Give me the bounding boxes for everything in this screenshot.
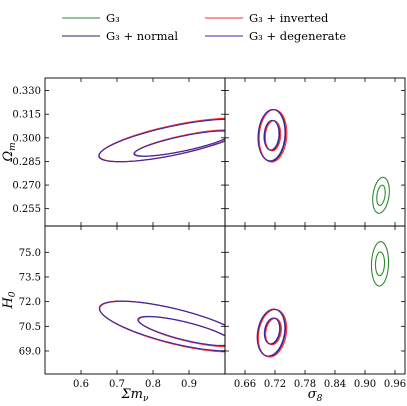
legend-label: G₃ — [106, 11, 120, 25]
x-tick-label: 0.9 — [181, 379, 197, 390]
contour-g-normal — [137, 316, 225, 347]
contour-g-inverted — [265, 317, 282, 346]
x-axis-label-sigma8-main: σ — [308, 387, 318, 402]
y-tick-label: 0.315 — [12, 110, 41, 121]
y-axis-label-omega-m-sub: m — [8, 142, 18, 151]
y-tick-label: 70.5 — [19, 322, 41, 333]
panel-omega-m-vs-sum-mnu: 0.330 0.315 0.300 0.285 0.270 0.255 — [12, 77, 226, 227]
contour-g-inverted — [138, 316, 225, 347]
legend-label: G₃ + normal — [106, 29, 178, 43]
x-tick-label: 0.6 — [73, 379, 89, 390]
y-tick-label: 69.0 — [19, 346, 41, 357]
x-axis-label-sigma8-sub: 8 — [317, 394, 323, 404]
x-axis-label-sum-mnu-sub: ν — [143, 394, 149, 404]
y-axis-label-h0-main: H — [1, 297, 16, 310]
panel-omega-m-vs-sigma8 — [224, 77, 406, 227]
contour-g-inverted — [257, 308, 288, 358]
y-axis-label-h0-sub: 0 — [8, 291, 18, 297]
contour-g- — [372, 176, 390, 214]
contour-g-inverted — [258, 108, 288, 163]
x-axis-label-sigma8: σ8 — [308, 387, 323, 404]
contour-g-degenerate — [133, 130, 225, 157]
panel-h0-vs-sum-mnu: 0.6 0.7 0.8 0.9 75.0 73.5 72.0 70.5 69.0 — [19, 225, 226, 390]
contours — [256, 241, 390, 358]
contour-g-degenerate — [98, 300, 225, 352]
panel-h0-vs-sigma8: 0.66 0.72 0.78 0.84 0.90 0.96 — [224, 225, 406, 390]
legend-label: G₃ + degenerate — [249, 29, 346, 43]
contour-g- — [374, 251, 386, 277]
legend-entry: G₃ + normal — [62, 29, 178, 43]
y-tick-label: 75.0 — [19, 248, 41, 259]
contour-g-degenerate — [256, 308, 286, 357]
panel-frame — [224, 225, 406, 375]
legend-entry: G₃ + inverted — [205, 11, 329, 25]
x-tick-label: 0.96 — [384, 379, 406, 390]
x-tick-label: 0.84 — [324, 379, 346, 390]
contours — [257, 108, 390, 214]
legend-label: G₃ + inverted — [249, 11, 329, 25]
y-tick-label: 0.255 — [12, 204, 41, 215]
y-tick-label: 72.0 — [19, 297, 41, 308]
x-tick-label: 0.7 — [109, 379, 125, 390]
contours — [98, 300, 225, 353]
panel-frame — [44, 225, 226, 375]
x-tick-label: 0.90 — [354, 379, 376, 390]
legend-entry: G₃ — [62, 11, 120, 25]
legend: G₃ G₃ + inverted G₃ + normal G₃ + degenerat… — [62, 11, 346, 43]
contours — [98, 117, 225, 163]
y-tick-label: 73.5 — [19, 272, 41, 283]
y-axis-label-omega-m: Ωm — [1, 142, 18, 162]
legend-entry: G₃ + degenerate — [205, 29, 346, 43]
x-tick-label: 0.66 — [234, 379, 256, 390]
x-tick-label: 0.72 — [264, 379, 286, 390]
contour-g- — [370, 241, 390, 287]
x-axis-label-sum-mnu: Σmν — [120, 387, 149, 404]
y-tick-label: 0.270 — [12, 181, 41, 192]
contour-g-inverted — [264, 120, 282, 152]
contour-g-degenerate — [263, 317, 281, 345]
axis-labels: Σmν σ8 Ωm H0 — [1, 142, 323, 404]
y-axis-label-h0: H0 — [1, 291, 18, 309]
x-tick-label: 0.8 — [145, 379, 161, 390]
contour-g-degenerate — [137, 315, 225, 346]
y-tick-label: 0.285 — [12, 157, 41, 168]
x-axis-label-sum-mnu-main: Σm — [120, 387, 143, 402]
contour-g-degenerate — [263, 119, 280, 151]
x-tick-label: 0.78 — [294, 379, 316, 390]
y-tick-label: 0.330 — [12, 86, 41, 97]
contour-g-degenerate — [257, 108, 286, 162]
y-axis-label-omega-m-main: Ω — [1, 151, 16, 163]
contour-g-degenerate — [98, 118, 225, 163]
contour-g- — [376, 184, 386, 206]
y-tick-label: 0.300 — [12, 133, 41, 144]
